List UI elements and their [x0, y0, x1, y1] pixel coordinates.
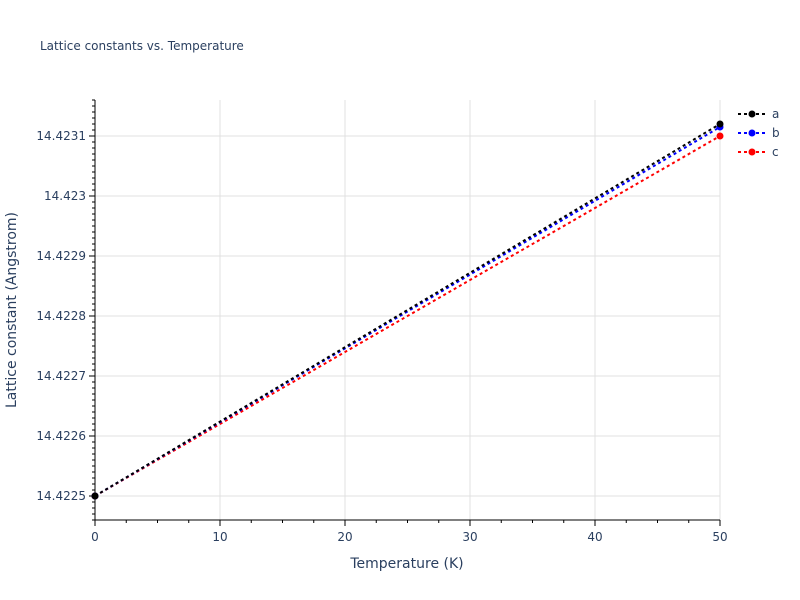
legend[interactable]: abc	[738, 107, 780, 159]
y-tick-label: 14.4229	[36, 249, 86, 263]
legend-marker-b	[748, 129, 756, 137]
data-point-c	[716, 132, 724, 140]
y-tick-label: 14.423	[44, 189, 86, 203]
axes	[94, 100, 720, 521]
x-tick-label: 20	[337, 530, 352, 544]
x-tick-label: 40	[587, 530, 602, 544]
grid-lines	[95, 100, 721, 520]
legend-marker-a	[748, 110, 756, 118]
y-tick-label: 14.4228	[36, 309, 86, 323]
x-axis-title: Temperature (K)	[349, 556, 463, 572]
x-tick-label: 50	[712, 530, 727, 544]
y-tick-label: 14.4225	[36, 489, 86, 503]
x-tick-label: 10	[212, 530, 227, 544]
data-point-a	[716, 120, 724, 128]
legend-item-c[interactable]: c	[738, 145, 779, 159]
chart-title: Lattice constants vs. Temperature	[40, 39, 244, 53]
legend-item-b[interactable]: b	[738, 126, 780, 140]
x-tick-label: 0	[91, 530, 99, 544]
x-tick-label: 30	[462, 530, 477, 544]
y-axis-title: Lattice constant (Angstrom)	[4, 212, 20, 408]
y-tick-label: 14.4231	[36, 129, 86, 143]
legend-item-a[interactable]: a	[738, 107, 779, 121]
y-tick-labels: 14.4225 14.4226 14.4227 14.4228 14.4229 14.42…	[36, 129, 86, 503]
series-line-c	[94, 135, 721, 497]
legend-label-b: b	[772, 126, 780, 140]
legend-marker-c	[748, 148, 756, 156]
y-tick-label: 14.4227	[36, 369, 86, 383]
series-lines	[91, 120, 724, 500]
y-tick-label: 14.4226	[36, 429, 86, 443]
legend-label-a: a	[772, 107, 779, 121]
y-minor-ticks	[89, 99, 95, 521]
x-tick-labels: 0 10 20 30 40 50	[91, 530, 727, 544]
legend-label-c: c	[772, 145, 779, 159]
series-line-a	[94, 123, 721, 497]
data-point-a	[91, 492, 99, 500]
x-minor-ticks	[94, 520, 721, 526]
